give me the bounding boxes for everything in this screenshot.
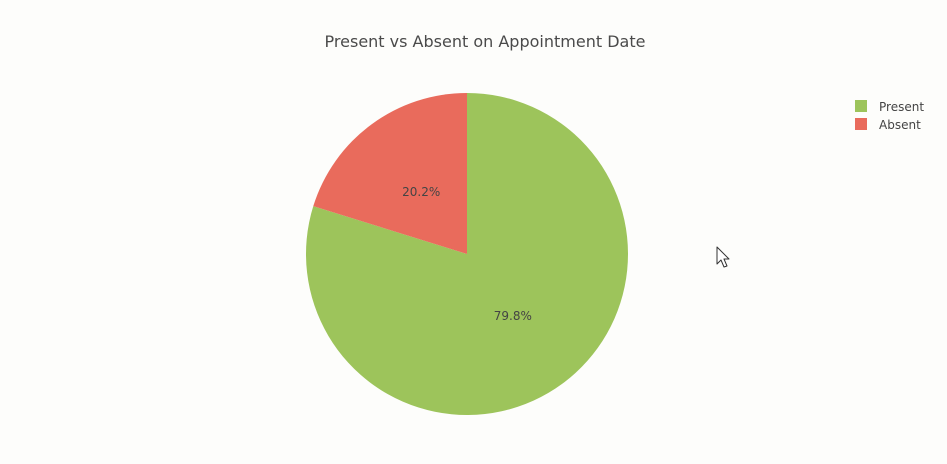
legend-label-present: Present (879, 100, 924, 114)
pie-slices (305, 93, 629, 415)
slice-label-present: 79.8% (494, 309, 532, 323)
legend-item-absent[interactable]: Absent (855, 118, 921, 132)
legend: Present Absent (855, 100, 924, 132)
slice-labels: 79.8% 20.2% (402, 185, 532, 323)
mouse-pointer-icon (716, 246, 730, 268)
legend-item-present[interactable]: Present (855, 100, 924, 114)
legend-swatch-present (855, 100, 867, 112)
legend-label-absent: Absent (879, 118, 921, 132)
chart-title: Present vs Absent on Appointment Date (325, 32, 646, 51)
legend-swatch-absent (855, 118, 867, 130)
slice-label-absent: 20.2% (402, 185, 440, 199)
pie-slice-absent[interactable] (313, 93, 467, 254)
